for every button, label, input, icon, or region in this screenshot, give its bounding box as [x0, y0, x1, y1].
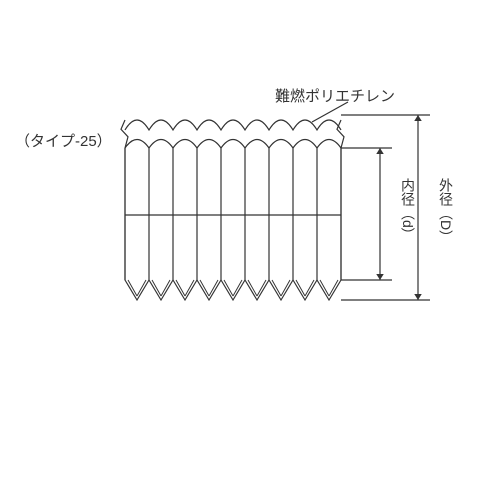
diagram-svg	[0, 0, 500, 500]
